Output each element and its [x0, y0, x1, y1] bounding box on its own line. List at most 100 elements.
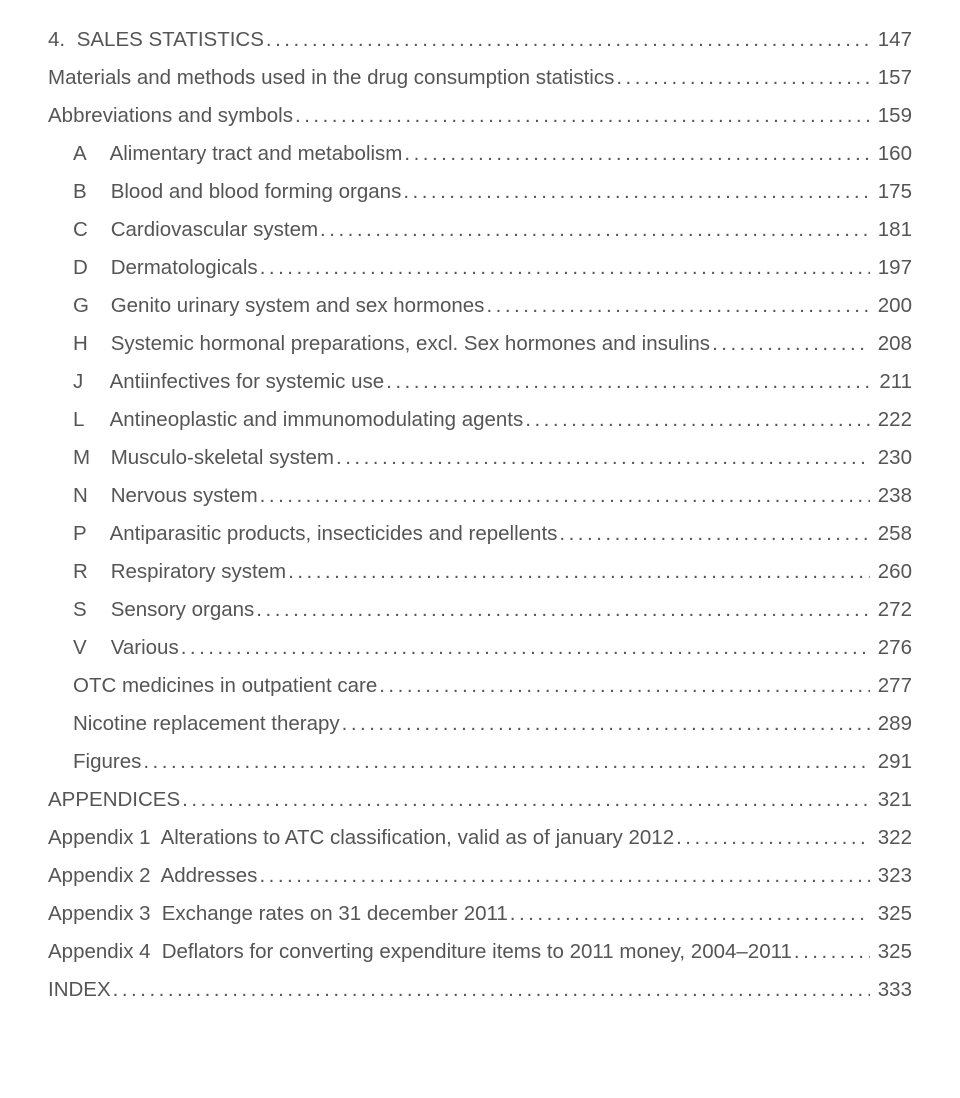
toc-entry-title: Alterations to ATC classification, valid… — [161, 826, 675, 849]
toc-leader: ........................................… — [384, 372, 870, 393]
toc-entry-page: 211 — [870, 372, 912, 393]
toc-entry-label: 4. SALES STATISTICS — [48, 30, 264, 51]
toc-entry-page: 276 — [870, 638, 912, 659]
toc-entry-title: Genito urinary system and sex hormones — [111, 294, 485, 317]
toc-leader: ........................................… — [141, 752, 870, 773]
toc-leader: ........................................… — [377, 676, 870, 697]
toc-entry: Materials and methods used in the drug c… — [48, 68, 912, 89]
toc-entry: D Dermatologicals.......................… — [48, 258, 912, 279]
toc-entry: Appendix 2 Addresses....................… — [48, 866, 912, 887]
toc-entry-page: 175 — [870, 182, 912, 203]
toc-leader: ........................................… — [318, 220, 870, 241]
toc-entry-label: P Antiparasitic products, insecticides a… — [73, 524, 557, 545]
toc-entry-prefix: L — [73, 410, 105, 431]
toc-entry-title: Materials and methods used in the drug c… — [48, 66, 614, 89]
toc-entry-label: J Antiinfectives for systemic use — [73, 372, 384, 393]
toc-entry-label: V Various — [73, 638, 179, 659]
toc-entry: C Cardiovascular system.................… — [48, 220, 912, 241]
toc-entry-title: Various — [111, 636, 179, 659]
table-of-contents: 4. SALES STATISTICS.....................… — [48, 30, 912, 1001]
toc-entry: Appendix 4 Deflators for converting expe… — [48, 942, 912, 963]
toc-entry-prefix: P — [73, 524, 105, 545]
toc-entry-title: APPENDICES — [48, 788, 180, 811]
toc-entry-prefix: S — [73, 600, 105, 621]
toc-entry: L Antineoplastic and immunomodulating ag… — [48, 410, 912, 431]
toc-entry-title: SALES STATISTICS — [77, 28, 264, 51]
toc-entry-label: S Sensory organs — [73, 600, 254, 621]
toc-entry-page: 208 — [870, 334, 912, 355]
toc-entry-label: Appendix 2 Addresses — [48, 866, 257, 887]
toc-leader: ........................................… — [179, 638, 870, 659]
toc-entry: APPENDICES..............................… — [48, 790, 912, 811]
toc-entry-label: Nicotine replacement therapy — [73, 714, 340, 735]
toc-entry: S Sensory organs........................… — [48, 600, 912, 621]
toc-entry-prefix: R — [73, 562, 105, 583]
toc-entry-title: Blood and blood forming organs — [111, 180, 402, 203]
toc-entry: G Genito urinary system and sex hormones… — [48, 296, 912, 317]
toc-entry-prefix: 4. — [48, 30, 71, 51]
toc-entry: Figures.................................… — [48, 752, 912, 773]
toc-entry-label: H Systemic hormonal preparations, excl. … — [73, 334, 710, 355]
toc-entry-label: Materials and methods used in the drug c… — [48, 68, 614, 89]
toc-leader: ........................................… — [401, 182, 870, 203]
toc-entry: R Respiratory system....................… — [48, 562, 912, 583]
toc-entry: P Antiparasitic products, insecticides a… — [48, 524, 912, 545]
toc-entry-title: Abbreviations and symbols — [48, 104, 293, 127]
toc-entry-title: Addresses — [161, 864, 258, 887]
toc-entry-prefix: Appendix 1 — [48, 828, 156, 849]
toc-leader: ........................................… — [792, 942, 870, 963]
toc-entry-page: 321 — [870, 790, 912, 811]
toc-leader: ........................................… — [258, 486, 870, 507]
toc-entry-page: 258 — [870, 524, 912, 545]
toc-entry-label: Appendix 4 Deflators for converting expe… — [48, 942, 792, 963]
toc-entry-page: 291 — [870, 752, 912, 773]
toc-leader: ........................................… — [264, 30, 870, 51]
toc-entry: N Nervous system........................… — [48, 486, 912, 507]
toc-entry-label: Figures — [73, 752, 141, 773]
toc-entry-title: Antiinfectives for systemic use — [110, 370, 385, 393]
toc-entry-page: 272 — [870, 600, 912, 621]
toc-entry-page: 277 — [870, 676, 912, 697]
toc-entry-label: M Musculo-skeletal system — [73, 448, 334, 469]
toc-entry-page: 159 — [870, 106, 912, 127]
toc-entry-label: Appendix 1 Alterations to ATC classifica… — [48, 828, 674, 849]
toc-entry-page: 230 — [870, 448, 912, 469]
toc-entry-title: Respiratory system — [111, 560, 286, 583]
toc-entry-label: A Alimentary tract and metabolism — [73, 144, 402, 165]
toc-entry: Abbreviations and symbols...............… — [48, 106, 912, 127]
toc-leader: ........................................… — [340, 714, 870, 735]
toc-entry-label: B Blood and blood forming organs — [73, 182, 401, 203]
toc-entry-prefix: M — [73, 448, 105, 469]
toc-leader: ........................................… — [257, 866, 870, 887]
toc-entry-label: APPENDICES — [48, 790, 180, 811]
toc-entry-label: L Antineoplastic and immunomodulating ag… — [73, 410, 523, 431]
toc-entry: Appendix 3 Exchange rates on 31 december… — [48, 904, 912, 925]
toc-entry-title: Nicotine replacement therapy — [73, 712, 340, 735]
toc-entry-prefix: Appendix 4 — [48, 942, 156, 963]
toc-entry-prefix: C — [73, 220, 105, 241]
toc-entry-page: 325 — [870, 904, 912, 925]
toc-leader: ........................................… — [710, 334, 870, 355]
toc-entry-page: 222 — [870, 410, 912, 431]
toc-entry: H Systemic hormonal preparations, excl. … — [48, 334, 912, 355]
toc-leader: ........................................… — [508, 904, 870, 925]
toc-entry-page: 333 — [870, 980, 912, 1001]
toc-entry-label: INDEX — [48, 980, 111, 1001]
toc-entry-prefix: J — [73, 372, 105, 393]
toc-entry-title: Figures — [73, 750, 141, 773]
toc-leader: ........................................… — [254, 600, 870, 621]
toc-entry-label: R Respiratory system — [73, 562, 286, 583]
toc-entry-label: C Cardiovascular system — [73, 220, 318, 241]
toc-entry-title: Systemic hormonal preparations, excl. Se… — [111, 332, 710, 355]
toc-entry-label: Appendix 3 Exchange rates on 31 december… — [48, 904, 508, 925]
toc-entry-page: 322 — [870, 828, 912, 849]
toc-entry: V Various...............................… — [48, 638, 912, 659]
toc-entry-page: 147 — [870, 30, 912, 51]
toc-entry-title: Musculo-skeletal system — [111, 446, 334, 469]
toc-entry-title: Sensory organs — [111, 598, 255, 621]
toc-leader: ........................................… — [111, 980, 870, 1001]
toc-entry: Nicotine replacement therapy............… — [48, 714, 912, 735]
toc-leader: ........................................… — [334, 448, 870, 469]
toc-entry-label: G Genito urinary system and sex hormones — [73, 296, 484, 317]
toc-leader: ........................................… — [402, 144, 870, 165]
